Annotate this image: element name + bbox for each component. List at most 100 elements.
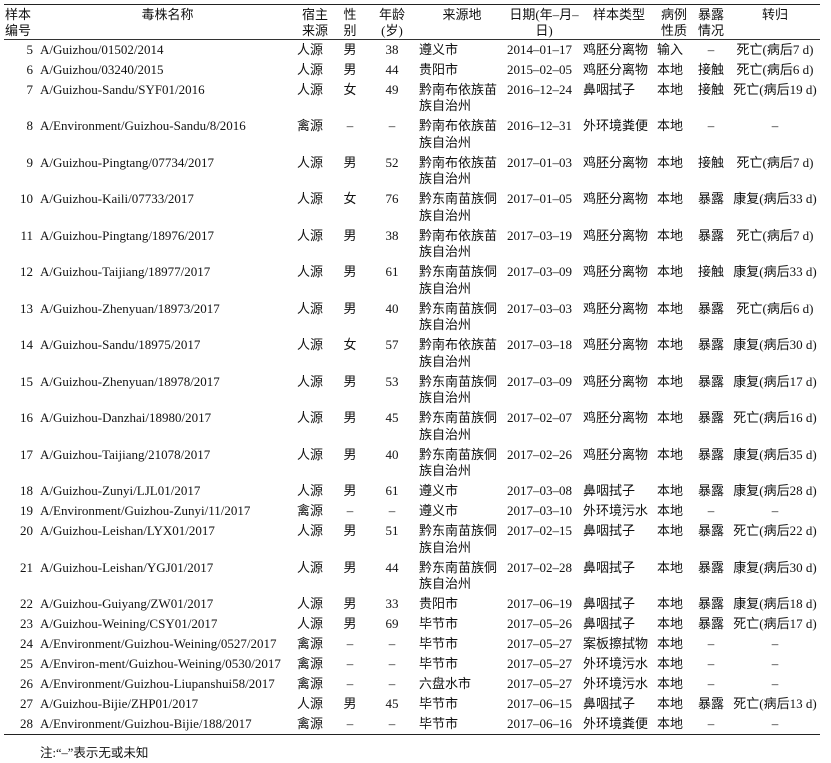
table-row: 8 A/Environment/Guizhou-Sandu/8/2016 禽源 – – 黔… bbox=[4, 116, 820, 152]
table-row: 24 A/Environment/Guizhou-Weining/0527/201… bbox=[4, 634, 820, 654]
header-line: 样本类型 bbox=[592, 7, 645, 22]
cell-strain-name: A/Environment/Guizhou-Weining/0527/2017 bbox=[40, 636, 277, 651]
cell-sex: 女 bbox=[343, 337, 357, 353]
cell-location: 毕节市 bbox=[419, 715, 459, 731]
cell-age: 61 bbox=[385, 264, 399, 280]
cell-location: 黔东南苗族侗族自治州 bbox=[419, 373, 498, 406]
cell-host-source: 人源 bbox=[297, 227, 324, 243]
cell-strain-name: A/Guizhou-Zhenyuan/18978/2017 bbox=[40, 373, 220, 389]
cell-host-source: 人源 bbox=[297, 616, 324, 632]
cell-date: 2014–01–17 bbox=[507, 41, 572, 57]
table-note: 注:“–”表示无或未知 bbox=[40, 746, 149, 760]
cell-sample-no: 28 bbox=[20, 715, 33, 731]
header-host-source: 宿主来源 bbox=[296, 4, 334, 40]
cell-sample-no: 5 bbox=[26, 41, 34, 57]
cell-sex: 男 bbox=[343, 410, 357, 426]
cell-exposure: – bbox=[707, 41, 715, 57]
cell-outcome: 康复(病后18 d) bbox=[733, 596, 817, 612]
cell-strain-name: A/Environment/Guizhou-Sandu/8/2016 bbox=[40, 118, 246, 134]
cell-sex: – bbox=[346, 675, 354, 691]
cell-location: 黔东南苗族侗族自治州 bbox=[419, 300, 498, 333]
cell-sex: – bbox=[346, 503, 354, 519]
cell-sex: 男 bbox=[343, 41, 357, 57]
cell-location: 遵义市 bbox=[419, 41, 459, 57]
cell-case-nature: 本地 bbox=[657, 655, 684, 671]
cell-strain-name: A/Guizhou-Sandu/SYF01/2016 bbox=[40, 81, 205, 97]
header-text: 宿主来源 bbox=[301, 7, 328, 38]
cell-sample-type: 外环境污水 bbox=[583, 503, 649, 519]
cell-case-nature: 本地 bbox=[657, 300, 684, 316]
cell-sample-type: 鸡胚分离物 bbox=[583, 41, 649, 57]
cell-date: 2016–12–24 bbox=[507, 81, 572, 97]
header-line: 性 bbox=[343, 7, 357, 22]
cell-sample-type: 鸡胚分离物 bbox=[583, 264, 649, 280]
cell-sample-type: 外环境粪便 bbox=[583, 715, 649, 731]
cell-exposure: 暴露 bbox=[697, 559, 724, 575]
cell-host-source: 人源 bbox=[297, 559, 324, 575]
cell-sample-no: 26 bbox=[20, 675, 33, 691]
table-row: 7 A/Guizhou-Sandu/SYF01/2016 人源 女 49 黔南布依族苗族自… bbox=[4, 80, 820, 116]
cell-outcome: 康复(病后35 d) bbox=[733, 446, 817, 462]
cell-host-source: 人源 bbox=[297, 337, 324, 353]
header-exposure: 暴露情况 bbox=[692, 4, 730, 40]
cell-case-nature: 输入 bbox=[657, 41, 684, 57]
header-strain-name: 毒株名称 bbox=[39, 4, 296, 40]
header-text: 年龄(岁) bbox=[378, 7, 405, 38]
cell-sample-no: 9 bbox=[26, 154, 34, 170]
table-row: 21 A/Guizhou-Leishan/YGJ01/2017 人源 男 44 黔东南苗族… bbox=[4, 558, 820, 594]
cell-sex: – bbox=[346, 118, 354, 134]
cell-sample-type: 鸡胚分离物 bbox=[583, 300, 649, 316]
cell-sample-type: 鸡胚分离物 bbox=[583, 410, 649, 426]
header-location: 来源地 bbox=[418, 4, 506, 40]
cell-exposure: 暴露 bbox=[697, 446, 724, 462]
cell-sample-type: 鼻咽拭子 bbox=[583, 559, 636, 575]
cell-sample-no: 8 bbox=[26, 118, 34, 134]
header-sex: 性别 bbox=[334, 4, 366, 40]
cell-sample-no: 11 bbox=[20, 227, 33, 243]
cell-age: 45 bbox=[385, 410, 399, 426]
cell-case-nature: 本地 bbox=[657, 596, 684, 612]
header-text: 病例性质 bbox=[660, 7, 687, 38]
cell-host-source: 禽源 bbox=[297, 636, 324, 651]
cell-exposure: 接触 bbox=[697, 81, 724, 97]
cell-sample-type: 外环境粪便 bbox=[583, 118, 649, 134]
cell-outcome: 死亡(病后19 d) bbox=[733, 81, 817, 97]
cell-strain-name: A/Guizhou-Kaili/07733/2017 bbox=[40, 191, 194, 207]
cell-case-nature: 本地 bbox=[657, 636, 684, 651]
cell-exposure: – bbox=[707, 503, 715, 519]
table-row: 20 A/Guizhou-Leishan/LYX01/2017 人源 男 51 黔东南苗族… bbox=[4, 521, 820, 557]
cell-outcome: – bbox=[771, 636, 779, 651]
cell-location: 贵阳市 bbox=[419, 596, 459, 612]
cell-date: 2017–03–03 bbox=[507, 300, 572, 316]
cell-strain-name: A/Guizhou-Danzhai/18980/2017 bbox=[40, 410, 212, 426]
cell-host-source: 人源 bbox=[297, 373, 324, 389]
header-sample-no: 样本编号 bbox=[4, 4, 39, 40]
cell-sample-no: 13 bbox=[20, 300, 33, 316]
cell-sex: 女 bbox=[343, 191, 357, 207]
header-outcome: 转归 bbox=[730, 4, 820, 40]
cell-case-nature: 本地 bbox=[657, 264, 684, 280]
cell-date: 2017–03–10 bbox=[507, 503, 572, 519]
cell-date: 2017–03–19 bbox=[507, 227, 572, 243]
cell-sex: 女 bbox=[343, 81, 357, 97]
cell-sample-no: 17 bbox=[20, 446, 33, 462]
cell-location: 黔南布依族苗族自治州 bbox=[419, 337, 498, 369]
cell-age: – bbox=[388, 715, 396, 731]
cell-location: 黔南布依族苗族自治州 bbox=[419, 227, 498, 260]
cell-outcome: 死亡(病后13 d) bbox=[733, 695, 817, 711]
cell-outcome: – bbox=[771, 503, 779, 519]
header-text: 暴露情况 bbox=[697, 7, 724, 38]
cell-sample-type: 外环境污水 bbox=[583, 675, 649, 691]
cell-sample-type: 鸡胚分离物 bbox=[583, 446, 649, 462]
table-row: 27 A/Guizhou-Bijie/ZHP01/2017 人源 男 45 毕节市 2017… bbox=[4, 694, 820, 714]
cell-sex: 男 bbox=[343, 154, 357, 170]
cell-sex: 男 bbox=[343, 695, 357, 711]
cell-exposure: 暴露 bbox=[697, 523, 724, 539]
cell-outcome: 康复(病后30 d) bbox=[733, 559, 817, 575]
cell-date: 2017–05–27 bbox=[507, 636, 572, 651]
cell-location: 黔东南苗族侗族自治州 bbox=[419, 191, 498, 223]
cell-location: 遵义市 bbox=[419, 483, 459, 499]
cell-location: 贵阳市 bbox=[419, 61, 459, 77]
cell-case-nature: 本地 bbox=[657, 81, 684, 97]
cell-host-source: 禽源 bbox=[297, 715, 324, 731]
